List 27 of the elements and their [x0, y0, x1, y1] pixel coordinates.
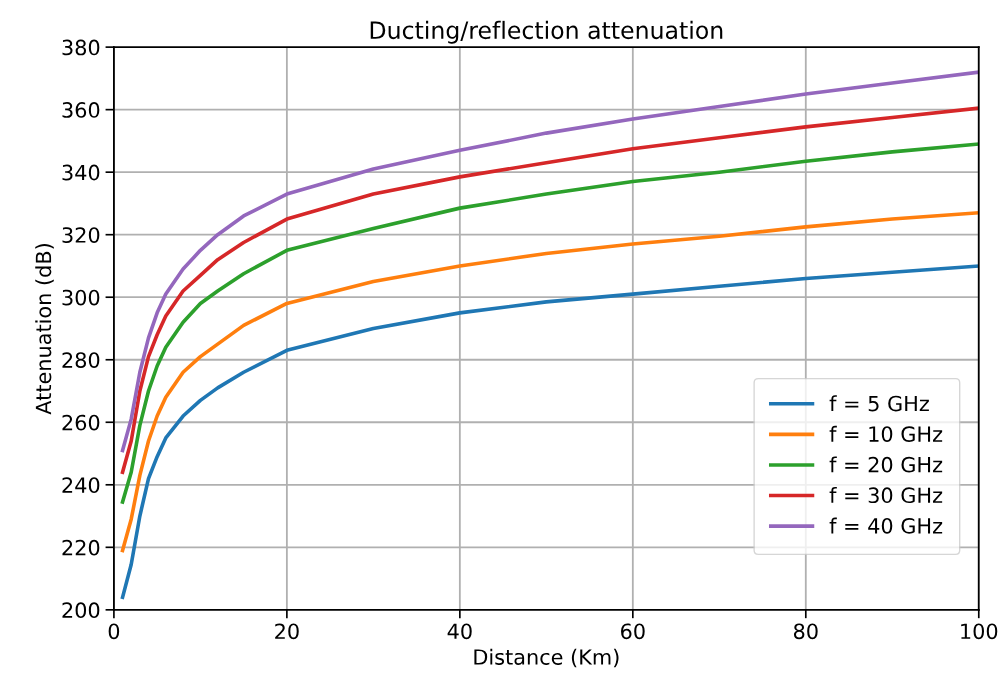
- line-series: [120, 264, 979, 600]
- y-tick-label: 340: [62, 164, 100, 181]
- y-tick-label: 380: [62, 39, 100, 56]
- legend-label: f = 30 GHz: [829, 487, 943, 504]
- y-tick-label: 280: [62, 352, 100, 368]
- x-tick-label: 20: [275, 623, 299, 640]
- line-series: [120, 142, 979, 504]
- y-tick-label: 360: [62, 102, 100, 118]
- y-tick-label: 220: [62, 539, 100, 556]
- x-tick-label: 80: [793, 623, 818, 640]
- x-tick-label: 100: [961, 623, 998, 640]
- y-tick-label: 200: [62, 602, 100, 619]
- x-axis-title: Distance (Km): [474, 648, 619, 668]
- y-tick-label: 300: [62, 289, 100, 306]
- line-series: [120, 211, 979, 553]
- y-tick-label: 320: [62, 227, 100, 243]
- chart-title: Ducting/reflection attenuation: [370, 20, 723, 44]
- legend-label: f = 10 GHz: [829, 425, 943, 442]
- x-tick-label: 40: [447, 623, 472, 640]
- x-tick-label: 60: [621, 623, 645, 640]
- y-axis-title: Attenuation (dB): [35, 244, 54, 415]
- legend-label: f = 20 GHz: [829, 456, 943, 473]
- x-tick-label: 0: [108, 623, 120, 640]
- y-tick-label: 240: [62, 477, 100, 493]
- legend-label: f = 40 GHz: [829, 517, 943, 534]
- y-tick-label: 260: [62, 414, 100, 431]
- legend-label: f = 5 GHz: [829, 395, 929, 412]
